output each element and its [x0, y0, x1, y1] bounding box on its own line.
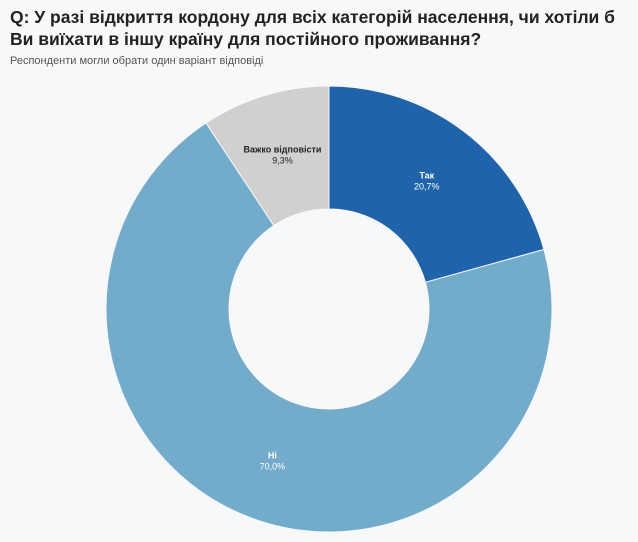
slice-label: Так [419, 170, 434, 180]
slice-label: Ні [268, 450, 277, 460]
slice-label: Важко відповісти [244, 144, 322, 154]
slice-value-label: 70,0% [260, 461, 286, 471]
slice-2 [205, 85, 330, 227]
slice-value-label: 9,3% [272, 155, 293, 165]
slice-0 [328, 85, 545, 283]
chart-subtitle: Респонденти могли обрати один варіант ві… [10, 55, 264, 67]
slice-1 [105, 122, 553, 533]
slice-value-label: 20,7% [414, 181, 440, 191]
chart-title: Q: У разі відкриття кордону для всіх кат… [10, 7, 615, 49]
